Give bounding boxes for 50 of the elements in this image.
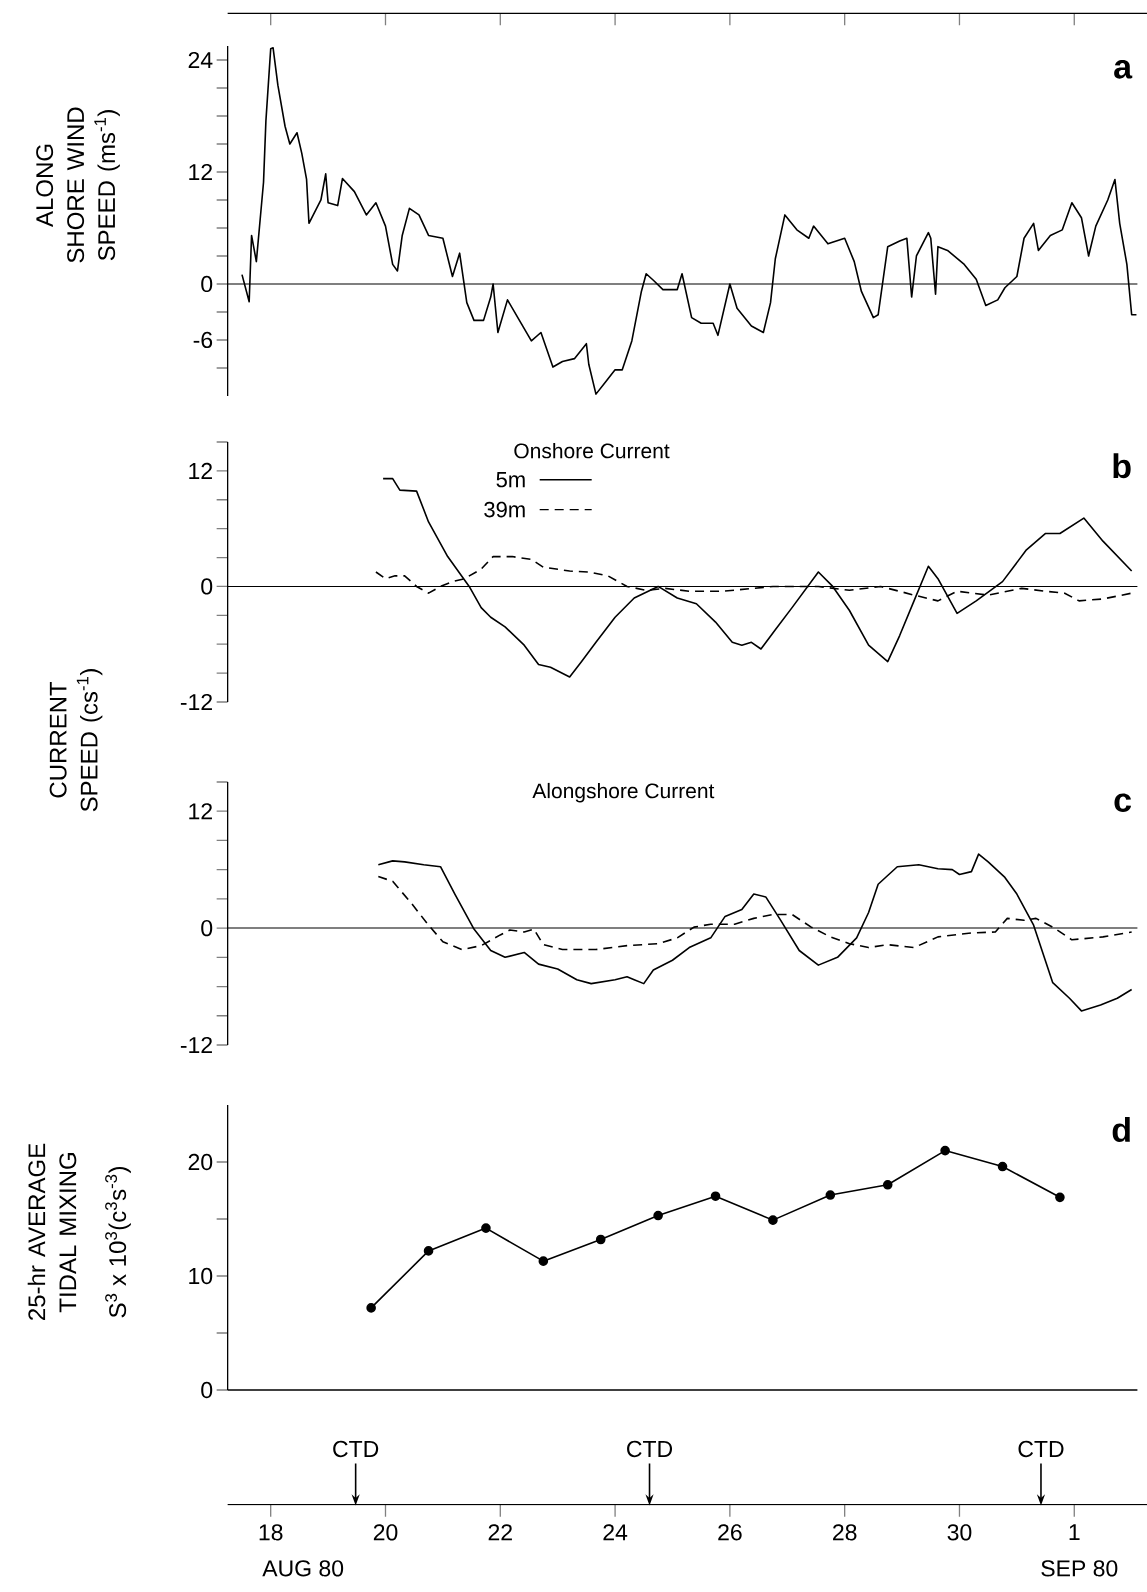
y-tick-label: -12 <box>180 693 212 711</box>
y-tick-label: 0 <box>201 919 213 937</box>
point <box>940 1145 950 1156</box>
x-tick-label: 1 <box>1069 1524 1080 1541</box>
y-tick-label: -6 <box>193 331 213 349</box>
x-tick-label: 20 <box>373 1524 398 1541</box>
x-tick-label: 26 <box>718 1524 742 1541</box>
y-tick-label: 12 <box>189 803 212 820</box>
text: CTD <box>333 1440 379 1458</box>
y-tick-label: 20 <box>188 1153 213 1171</box>
x-tick-label: 28 <box>833 1524 857 1541</box>
point <box>768 1215 778 1225</box>
legend-label: 39m <box>484 501 525 518</box>
point <box>538 1256 549 1266</box>
chart-subtitle: Onshore Current <box>514 442 670 459</box>
y-tick-label: 24 <box>188 51 213 69</box>
text: SEP 80 <box>1041 1560 1118 1577</box>
x-tick-label: 18 <box>259 1524 283 1541</box>
x-tick-label: 24 <box>603 1524 628 1541</box>
point <box>825 1190 836 1200</box>
y-tick-label: 0 <box>201 275 213 293</box>
x-tick-label: 30 <box>947 1524 972 1541</box>
point <box>423 1246 434 1256</box>
chart-title: d <box>1112 1117 1130 1143</box>
text: CTD <box>627 1440 673 1458</box>
y-axis-title: 25-hr AVERAGE TIDAL MIXING <box>27 1143 77 1320</box>
text: CTD <box>1018 1440 1064 1458</box>
text: S$^{3}$ x 10$^{3}$(c$^{3}$s$^{-3}$) <box>105 1166 131 1318</box>
y-tick-label: 12 <box>189 462 212 479</box>
point <box>366 1303 376 1313</box>
text: AUG 80 <box>262 1560 344 1577</box>
chart-title: b <box>1113 453 1131 479</box>
point <box>1055 1192 1065 1203</box>
point <box>710 1191 721 1201</box>
y-tick-label: -12 <box>180 1036 212 1054</box>
y-axis-title: CURRENT SPEED (cs$^{-1}$) <box>49 669 103 812</box>
chart-title: a <box>1114 60 1133 79</box>
y-tick-label: 10 <box>189 1267 213 1285</box>
y-tick-label: 12 <box>189 163 212 181</box>
point <box>997 1161 1008 1172</box>
legend-label: 5m <box>496 472 525 488</box>
chart-subtitle: Alongshore Current <box>532 782 715 803</box>
point <box>653 1210 663 1221</box>
point <box>481 1223 491 1233</box>
point <box>595 1234 606 1245</box>
y-tick-label: 0 <box>201 578 213 595</box>
y-tick-label: 0 <box>201 1381 213 1399</box>
x-tick-label: 22 <box>488 1524 512 1541</box>
point <box>882 1179 893 1190</box>
chart-title: c <box>1114 793 1132 813</box>
